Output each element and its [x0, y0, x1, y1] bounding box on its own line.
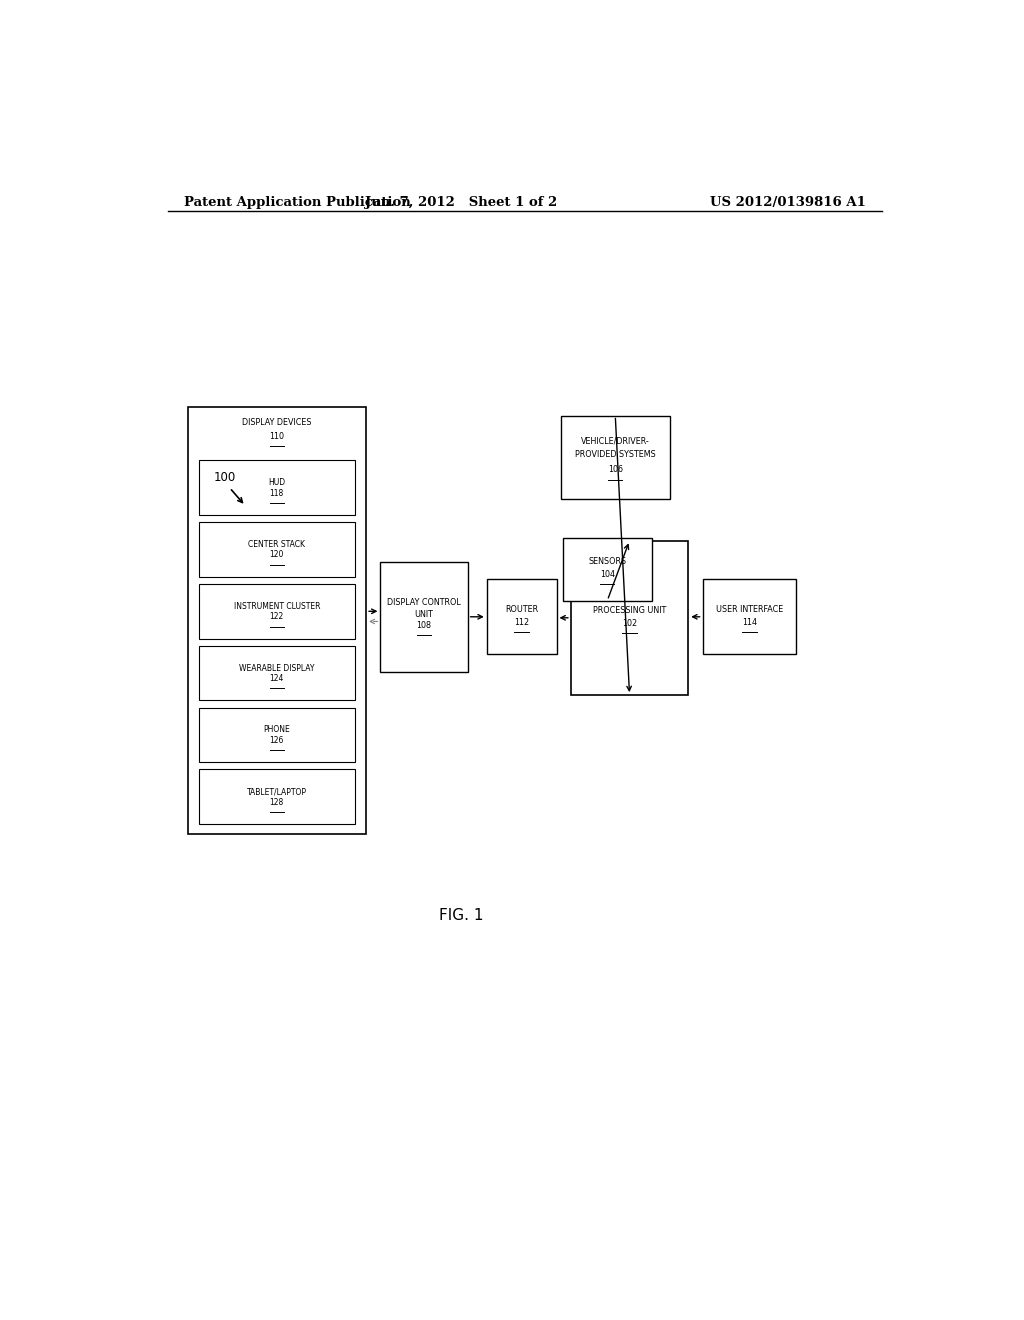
- Text: 124: 124: [269, 675, 284, 684]
- Text: WEARABLE DISPLAY: WEARABLE DISPLAY: [239, 664, 314, 672]
- Text: 106: 106: [608, 466, 623, 474]
- Text: ROUTER: ROUTER: [505, 605, 539, 614]
- Bar: [199, 523, 355, 577]
- Text: 108: 108: [417, 620, 431, 630]
- Bar: [702, 579, 797, 655]
- Text: 110: 110: [269, 432, 285, 441]
- Bar: [187, 408, 366, 834]
- Text: DISPLAY CONTROL: DISPLAY CONTROL: [387, 598, 461, 607]
- Text: USER INTERFACE: USER INTERFACE: [716, 605, 783, 614]
- Text: Jun. 7, 2012   Sheet 1 of 2: Jun. 7, 2012 Sheet 1 of 2: [366, 195, 557, 209]
- Bar: [199, 770, 355, 824]
- Text: 100: 100: [214, 471, 236, 484]
- Text: 102: 102: [622, 619, 637, 628]
- Bar: [199, 583, 355, 639]
- Bar: [486, 579, 557, 655]
- Text: SENSORS: SENSORS: [588, 557, 627, 566]
- Text: 104: 104: [600, 570, 614, 579]
- Text: 114: 114: [742, 618, 757, 627]
- Text: 122: 122: [269, 612, 284, 622]
- Text: Patent Application Publication: Patent Application Publication: [183, 195, 411, 209]
- Text: VEHICLE/DRIVER-: VEHICLE/DRIVER-: [581, 437, 649, 445]
- Text: TABLET/LAPTOP: TABLET/LAPTOP: [247, 787, 307, 796]
- Bar: [560, 416, 670, 499]
- Bar: [199, 708, 355, 763]
- Text: PHONE: PHONE: [263, 726, 290, 734]
- Bar: [380, 562, 468, 672]
- Text: 118: 118: [269, 488, 284, 498]
- Text: UNIT: UNIT: [415, 610, 433, 619]
- Text: US 2012/0139816 A1: US 2012/0139816 A1: [711, 195, 866, 209]
- Text: 112: 112: [514, 618, 529, 627]
- Text: INSTRUMENT CLUSTER: INSTRUMENT CLUSTER: [233, 602, 321, 611]
- Bar: [563, 537, 652, 601]
- Bar: [199, 461, 355, 515]
- Text: PROCESSING UNIT: PROCESSING UNIT: [593, 606, 667, 615]
- Bar: [570, 541, 688, 696]
- Text: DISPLAY DEVICES: DISPLAY DEVICES: [242, 417, 311, 426]
- Text: HUD: HUD: [268, 478, 286, 487]
- Text: PROVIDED SYSTEMS: PROVIDED SYSTEMS: [574, 450, 655, 458]
- Text: FIG. 1: FIG. 1: [439, 908, 483, 923]
- Bar: [199, 645, 355, 701]
- Text: 126: 126: [269, 737, 284, 744]
- Text: 120: 120: [269, 550, 284, 560]
- Text: CENTER STACK: CENTER STACK: [248, 540, 305, 549]
- Text: 128: 128: [269, 797, 284, 807]
